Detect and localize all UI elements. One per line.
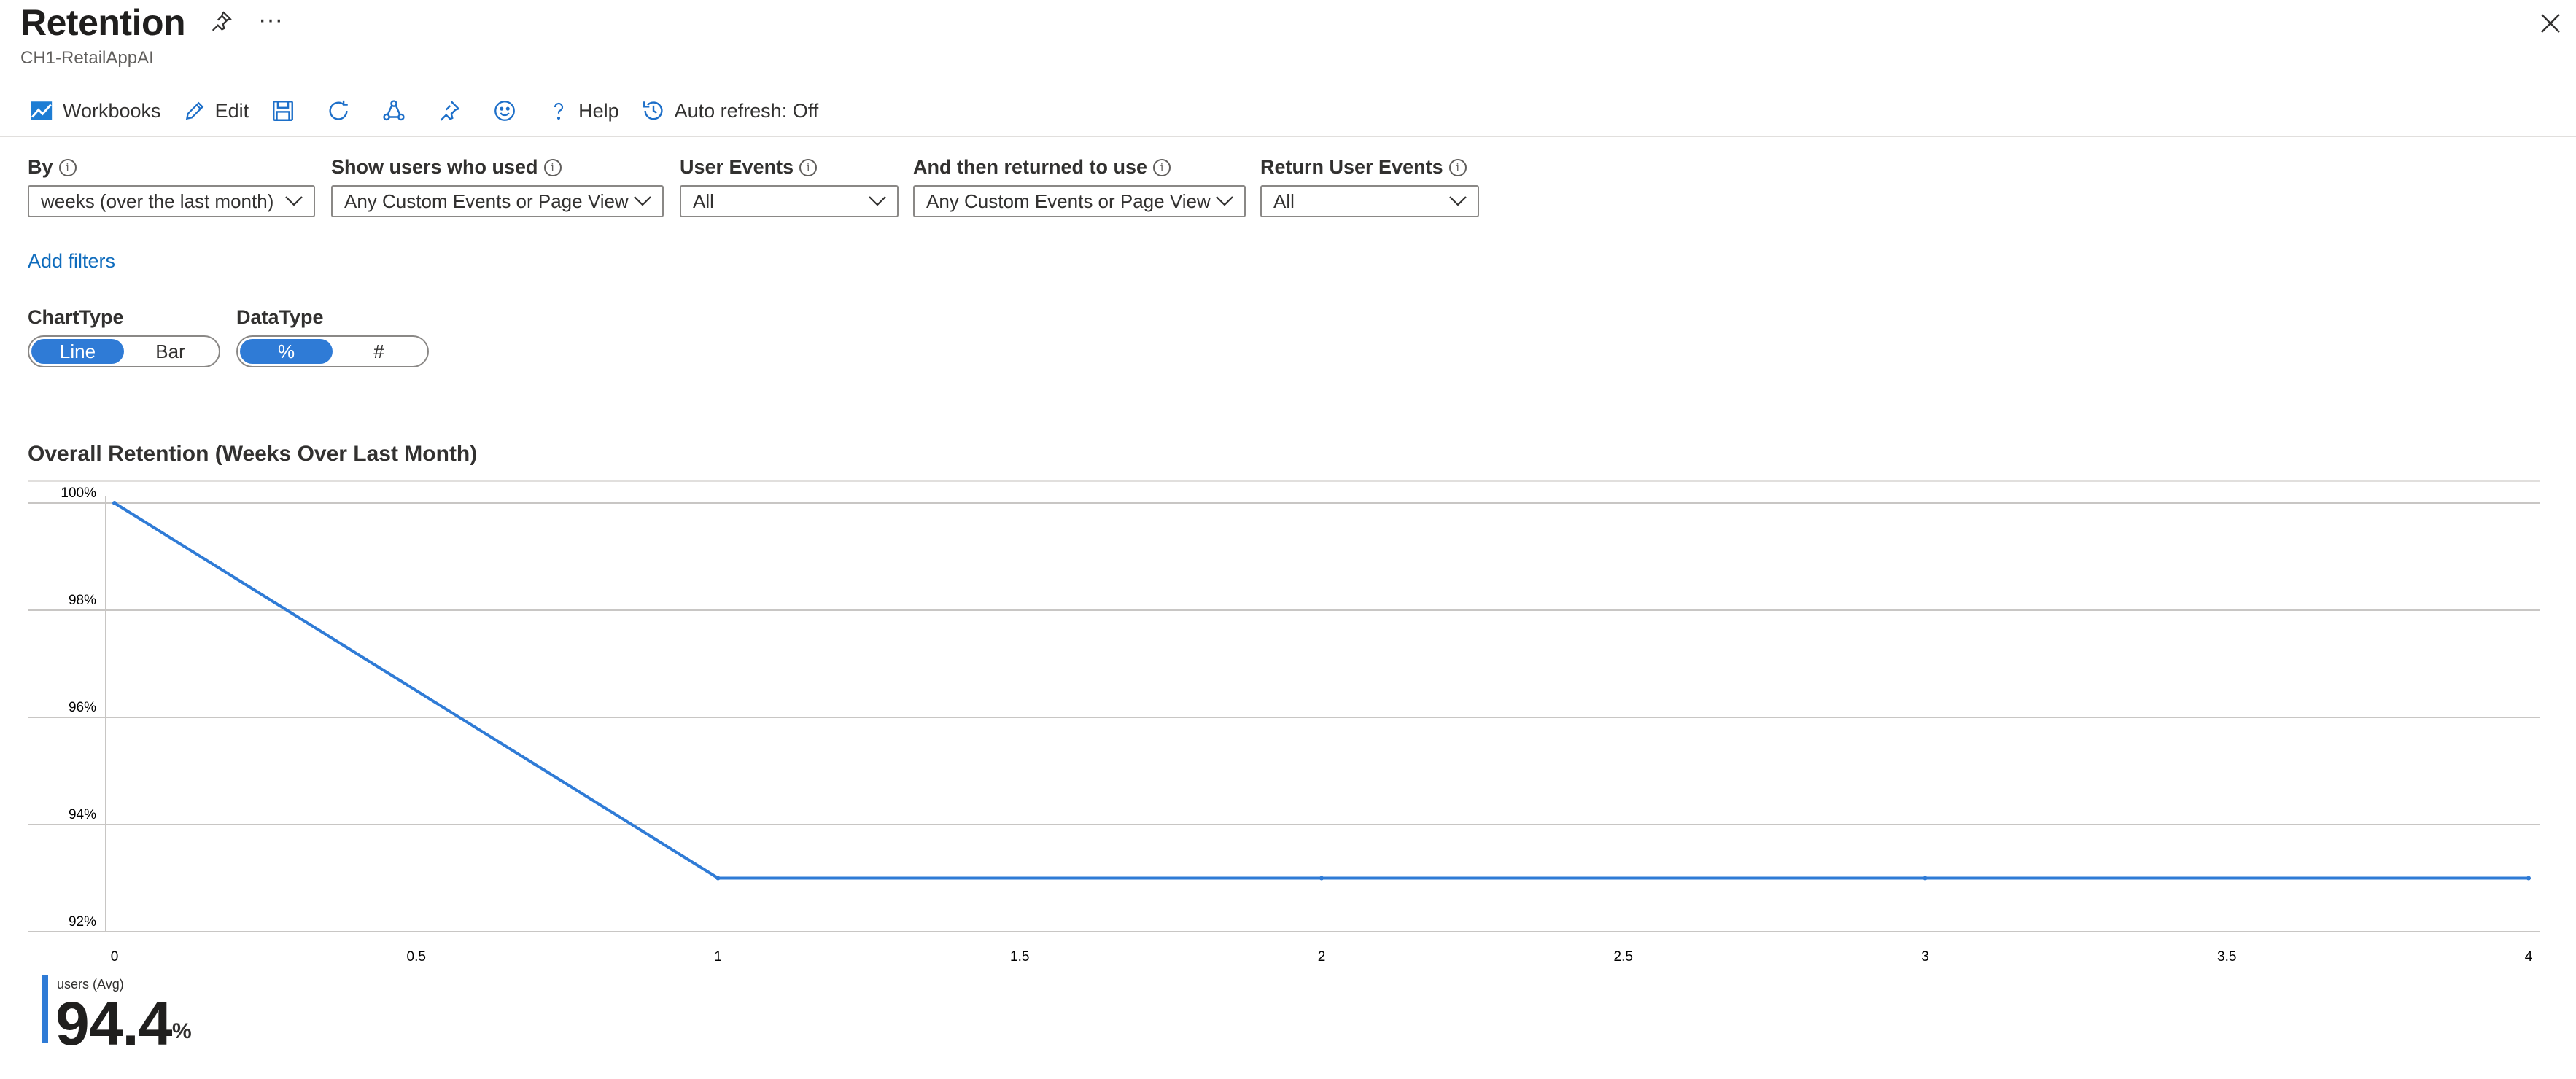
chart-type-toggle: Line Bar [28, 335, 220, 367]
return-events-dropdown-value: All [1273, 190, 1295, 212]
metric-name: users (Avg) [57, 977, 124, 992]
toggle-line[interactable]: Line [31, 339, 124, 364]
save-button[interactable] [271, 98, 304, 123]
data-point[interactable] [1923, 876, 1928, 881]
metric-value: 94.4 [55, 989, 172, 1058]
toolbar: Workbooks Edit Help Auto refresh: Off [29, 93, 840, 128]
y-tick-label: 94% [69, 807, 96, 822]
pin-icon[interactable] [209, 9, 233, 39]
x-tick-label: 3 [1921, 949, 1929, 965]
user-events-dropdown-value: All [693, 190, 714, 212]
user-events-dropdown[interactable]: All [680, 185, 899, 217]
return-events-dropdown[interactable]: All [1260, 185, 1479, 217]
info-icon[interactable]: i [543, 158, 562, 176]
info-icon[interactable]: i [1448, 158, 1467, 176]
y-tick-label: 96% [69, 700, 96, 715]
show-users-label-text: Show users who used [331, 156, 538, 178]
resource-name: CH1-RetailAppAI [20, 48, 154, 68]
x-tick-label: 0 [111, 949, 119, 965]
retention-line-chart: 100% 98% 96% 94% 92% 0 0.5 1 1.5 2 2.5 3 3.5 4 [28, 480, 2540, 965]
info-icon[interactable]: i [799, 158, 818, 176]
x-tick-label: 4 [2525, 949, 2533, 965]
returned-dropdown-value: Any Custom Events or Page View [926, 190, 1211, 212]
info-icon[interactable]: i [58, 158, 77, 176]
data-type-label: DataType [236, 306, 324, 328]
smiley-icon [494, 101, 515, 121]
close-icon[interactable] [2540, 9, 2561, 42]
series-line[interactable] [113, 502, 2529, 880]
pencil-icon [185, 101, 203, 120]
metric-unit: % [172, 1019, 192, 1043]
edit-button[interactable]: Edit [183, 99, 249, 122]
returned-label-text: And then returned to use [913, 156, 1148, 178]
y-tick-label: 92% [69, 914, 96, 930]
data-type-toggle: % # [236, 335, 429, 367]
history-icon [643, 101, 663, 120]
x-tick-label: 1 [714, 949, 722, 965]
x-tick-label: 2.5 [1614, 949, 1633, 965]
user-events-label-text: User Events [680, 156, 794, 178]
more-icon[interactable]: ··· [258, 6, 283, 34]
by-label: By i [28, 156, 77, 179]
return-events-label-text: Return User Events [1260, 156, 1443, 178]
show-users-label: Show users who used i [331, 156, 562, 179]
y-tick-label: 100% [61, 486, 96, 501]
help-label: Help [578, 99, 619, 122]
workbooks-button[interactable]: Workbooks [29, 98, 161, 123]
x-tick-label: 1.5 [1010, 949, 1029, 965]
by-label-text: By [28, 156, 53, 178]
x-tick-label: 2 [1318, 949, 1326, 965]
refresh-button[interactable] [326, 98, 360, 123]
feedback-button[interactable] [492, 98, 526, 123]
data-point[interactable] [2526, 876, 2531, 881]
pin-icon [440, 101, 461, 121]
chevron-down-icon [285, 196, 303, 206]
auto-refresh-button[interactable]: Auto refresh: Off [641, 98, 819, 123]
chevron-down-icon [869, 196, 886, 206]
chart-title: Overall Retention (Weeks Over Last Month… [28, 442, 478, 466]
auto-refresh-label: Auto refresh: Off [674, 99, 819, 122]
workbooks-icon [31, 101, 53, 120]
returned-dropdown[interactable]: Any Custom Events or Page View [913, 185, 1246, 217]
data-point[interactable] [715, 876, 721, 881]
by-dropdown[interactable]: weeks (over the last month) [28, 185, 315, 217]
save-icon [273, 101, 294, 121]
chart-type-label: ChartType [28, 306, 124, 328]
toolbar-divider [0, 136, 2576, 137]
x-tick-label: 3.5 [2217, 949, 2236, 965]
toggle-count[interactable]: # [373, 340, 384, 362]
question-icon [554, 102, 564, 120]
return-events-label: Return User Events i [1260, 156, 1467, 179]
chevron-down-icon [634, 196, 651, 206]
toggle-percent[interactable]: % [240, 339, 333, 364]
x-tick-label: 0.5 [407, 949, 426, 965]
toggle-bar[interactable]: Bar [155, 340, 185, 362]
show-users-dropdown[interactable]: Any Custom Events or Page View [331, 185, 664, 217]
chevron-down-icon [1449, 196, 1467, 206]
returned-label: And then returned to use i [913, 156, 1171, 179]
user-events-label: User Events i [680, 156, 818, 179]
share-icon [383, 100, 405, 121]
by-dropdown-value: weeks (over the last month) [41, 190, 274, 212]
chevron-down-icon [1216, 196, 1233, 206]
metric-color-bar [42, 975, 48, 1043]
page-title: Retention [20, 2, 186, 43]
refresh-icon [329, 100, 348, 120]
y-tick-label: 98% [69, 593, 96, 608]
help-button[interactable]: Help [548, 98, 619, 123]
edit-label: Edit [214, 99, 249, 122]
workbooks-label: Workbooks [63, 99, 161, 122]
add-filters-link[interactable]: Add filters [28, 250, 116, 272]
pin-button[interactable] [437, 98, 470, 123]
info-icon[interactable]: i [1153, 158, 1171, 176]
data-point[interactable] [1319, 876, 1324, 881]
show-users-dropdown-value: Any Custom Events or Page View [344, 190, 629, 212]
data-point[interactable] [112, 501, 117, 505]
share-button[interactable] [381, 98, 415, 123]
